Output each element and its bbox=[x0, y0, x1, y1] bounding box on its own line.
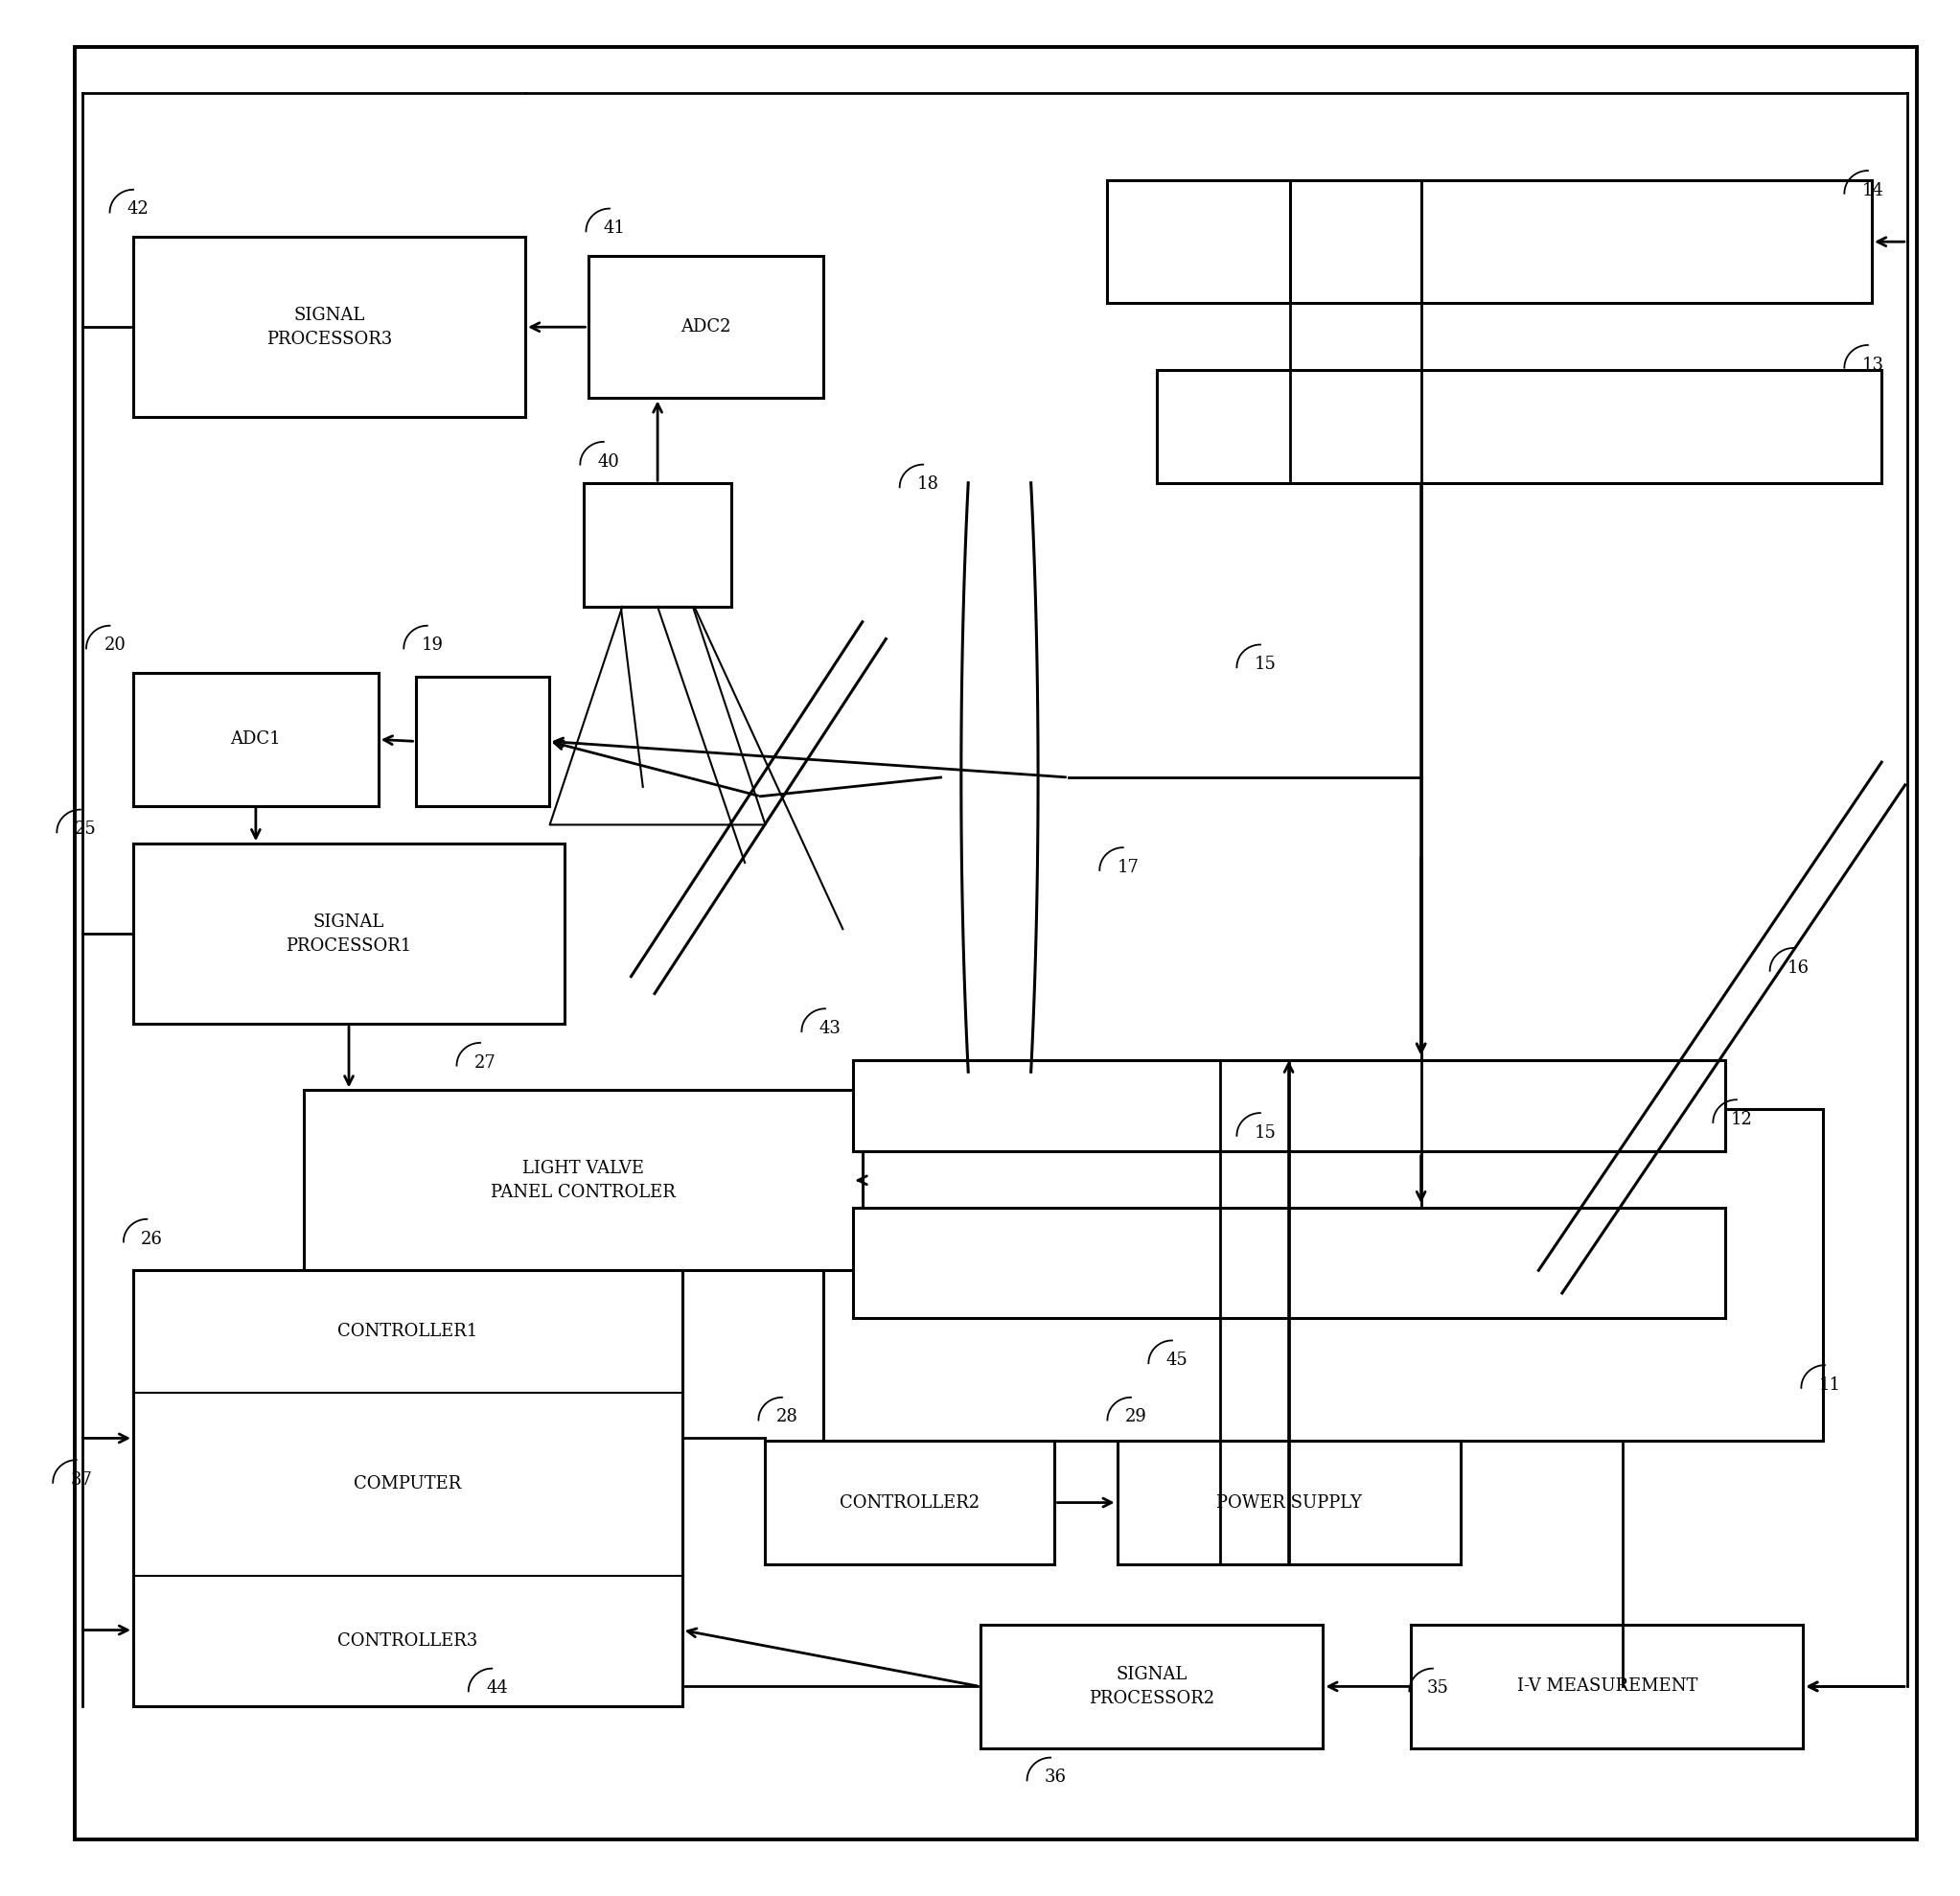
FancyBboxPatch shape bbox=[74, 47, 1917, 1839]
Text: POWER SUPPLY: POWER SUPPLY bbox=[1215, 1494, 1362, 1511]
Text: 12: 12 bbox=[1731, 1111, 1752, 1128]
FancyBboxPatch shape bbox=[133, 237, 525, 417]
Text: 17: 17 bbox=[1117, 859, 1139, 876]
FancyBboxPatch shape bbox=[980, 1625, 1323, 1748]
Text: LIGHT VALVE
PANEL CONTROLER: LIGHT VALVE PANEL CONTROLER bbox=[490, 1160, 676, 1200]
Text: 28: 28 bbox=[776, 1409, 798, 1426]
Text: 42: 42 bbox=[127, 201, 149, 218]
Text: ADC2: ADC2 bbox=[680, 319, 731, 336]
FancyBboxPatch shape bbox=[853, 1208, 1725, 1318]
Text: 41: 41 bbox=[604, 220, 625, 237]
FancyBboxPatch shape bbox=[1117, 1441, 1460, 1564]
Text: SIGNAL
PROCESSOR2: SIGNAL PROCESSOR2 bbox=[1088, 1667, 1215, 1706]
FancyBboxPatch shape bbox=[823, 1109, 1823, 1441]
Text: 11: 11 bbox=[1819, 1376, 1840, 1394]
Text: 13: 13 bbox=[1862, 356, 1884, 374]
FancyBboxPatch shape bbox=[1156, 370, 1882, 483]
Text: 44: 44 bbox=[486, 1680, 508, 1697]
FancyBboxPatch shape bbox=[133, 673, 378, 806]
Text: 20: 20 bbox=[104, 637, 125, 654]
Text: 14: 14 bbox=[1862, 182, 1884, 199]
Text: 26: 26 bbox=[141, 1231, 163, 1248]
Text: CONTROLLER1: CONTROLLER1 bbox=[337, 1323, 478, 1340]
Text: SIGNAL
PROCESSOR3: SIGNAL PROCESSOR3 bbox=[267, 307, 392, 347]
FancyBboxPatch shape bbox=[853, 1060, 1725, 1151]
Text: 36: 36 bbox=[1045, 1769, 1066, 1786]
FancyBboxPatch shape bbox=[584, 483, 731, 607]
Text: 37: 37 bbox=[71, 1471, 92, 1488]
FancyBboxPatch shape bbox=[588, 256, 823, 398]
Text: 15: 15 bbox=[1254, 656, 1276, 673]
Text: I-V MEASUREMENT: I-V MEASUREMENT bbox=[1517, 1678, 1697, 1695]
Text: SIGNAL
PROCESSOR1: SIGNAL PROCESSOR1 bbox=[286, 914, 412, 954]
FancyBboxPatch shape bbox=[133, 844, 564, 1024]
Text: 19: 19 bbox=[421, 637, 443, 654]
Text: 40: 40 bbox=[598, 453, 619, 470]
FancyBboxPatch shape bbox=[1411, 1625, 1803, 1748]
Text: 16: 16 bbox=[1788, 959, 1809, 976]
Text: 15: 15 bbox=[1254, 1124, 1276, 1141]
Text: 35: 35 bbox=[1427, 1680, 1448, 1697]
Text: 43: 43 bbox=[819, 1020, 841, 1037]
Text: CONTROLLER3: CONTROLLER3 bbox=[337, 1632, 478, 1650]
Text: 45: 45 bbox=[1166, 1352, 1188, 1369]
Text: 27: 27 bbox=[474, 1054, 496, 1071]
FancyBboxPatch shape bbox=[133, 1270, 682, 1706]
Text: ADC1: ADC1 bbox=[231, 730, 280, 749]
Text: CONTROLLER2: CONTROLLER2 bbox=[839, 1494, 980, 1511]
Text: COMPUTER: COMPUTER bbox=[355, 1475, 461, 1492]
FancyBboxPatch shape bbox=[1107, 180, 1872, 303]
FancyBboxPatch shape bbox=[304, 1090, 862, 1270]
Text: 29: 29 bbox=[1125, 1409, 1147, 1426]
FancyBboxPatch shape bbox=[764, 1441, 1054, 1564]
Text: 18: 18 bbox=[917, 476, 939, 493]
Text: 25: 25 bbox=[74, 821, 96, 838]
FancyBboxPatch shape bbox=[416, 677, 549, 806]
